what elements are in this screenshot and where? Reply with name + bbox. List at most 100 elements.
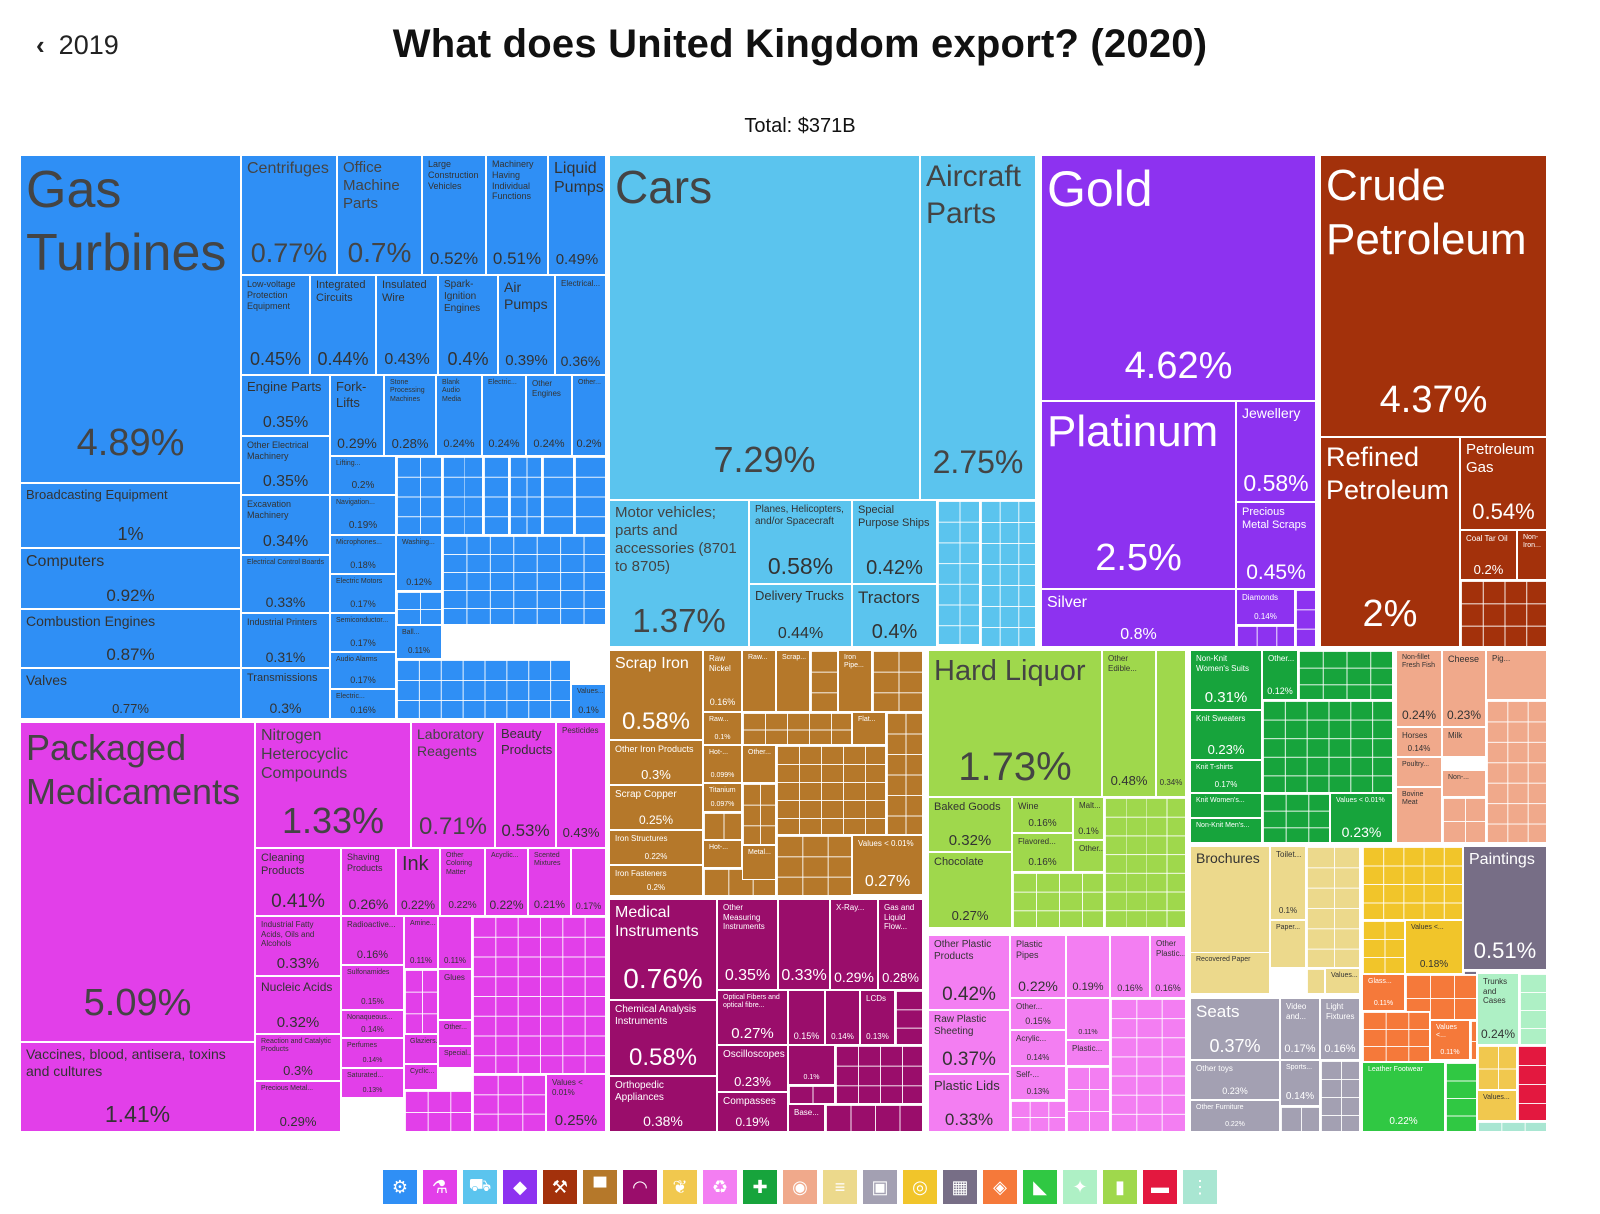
treemap-cell-other-iron-products[interactable]: Other Iron Products 0.3% <box>609 740 703 785</box>
treemap-minor-cells[interactable] <box>442 535 606 625</box>
treemap-minor-cells[interactable] <box>1320 1060 1360 1132</box>
treemap-cell-lcds[interactable]: LCDs 0.13% <box>860 990 895 1045</box>
treemap-minor-cells[interactable] <box>937 500 980 645</box>
treemap-minor-cells[interactable] <box>1445 1062 1477 1132</box>
box-icon[interactable]: ▣ <box>863 1170 897 1204</box>
treemap-minor-cells[interactable] <box>776 835 852 896</box>
treemap-cell-centrifuges[interactable]: Centrifuges 0.77% <box>241 155 337 275</box>
treemap-cell-hot[interactable]: Hot-... 0.099% <box>703 745 742 783</box>
treemap-minor-cells[interactable] <box>1362 1011 1430 1062</box>
treemap-minor-cells[interactable] <box>703 812 742 840</box>
treemap-cell-scrap-copper[interactable]: Scrap Copper 0.25% <box>609 785 703 830</box>
treemap-cell-non-knit-women-s-suits[interactable]: Non-Knit Women's Suits 0.31% <box>1190 650 1262 710</box>
treemap-cell-ink[interactable]: Ink 0.22% <box>396 848 440 916</box>
treemap-cell-industrial-fatty-acids-oils-and-alcohols[interactable]: Industrial Fatty Acids, Oils and Alcohol… <box>255 916 341 976</box>
treemap-cell-beauty-products[interactable]: Beauty Products 0.53% <box>495 722 556 848</box>
treemap-cell-industrial-printers[interactable]: Industrial Printers 0.31% <box>241 613 330 668</box>
treemap-cell-vaccines-blood-antisera-toxins-and-cultures[interactable]: Vaccines, blood, antisera, toxins and cu… <box>20 1042 255 1132</box>
treemap-minor-cells[interactable] <box>1517 1045 1547 1121</box>
stone-icon[interactable]: ◈ <box>983 1170 1017 1204</box>
treemap-minor-cells[interactable] <box>1477 1121 1547 1132</box>
treemap-minor-cells[interactable] <box>742 712 852 745</box>
treemap-minor-cells[interactable] <box>1262 700 1393 793</box>
treemap-minor-cells[interactable] <box>886 712 923 835</box>
treemap-cell-sulfonamides[interactable]: Sulfonamides 0.15% <box>341 965 404 1010</box>
treemap-cell-stone-processing-machines[interactable]: Stone Processing Machines 0.28% <box>384 375 436 456</box>
treemap-cell-motor-vehicles-parts-and-accessories-8701-to-8705[interactable]: Motor vehicles; parts and accessories (8… <box>609 500 749 647</box>
treemap-cell-sports[interactable]: Sports... 0.14% <box>1280 1060 1320 1106</box>
treemap-minor-cells[interactable] <box>1306 968 1325 994</box>
treemap-cell-other[interactable]: Other... <box>438 1020 472 1046</box>
treemap-minor-cells[interactable] <box>542 456 574 535</box>
treemap-cell-insulated-wire[interactable]: Insulated Wire 0.43% <box>376 275 438 375</box>
treemap-cell-electric-motors[interactable]: Electric Motors 0.17% <box>330 574 396 613</box>
treemap-cell-x-ray[interactable]: X-Ray... 0.29% <box>830 899 878 990</box>
treemap-minor-cells[interactable] <box>472 1074 546 1132</box>
treemap-cell-diamonds[interactable]: Diamonds 0.14% <box>1236 589 1295 625</box>
treemap-cell-reaction-and-catalytic-products[interactable]: Reaction and Catalytic Products 0.3% <box>255 1034 341 1081</box>
treemap-cell-scrap-iron[interactable]: Scrap Iron 0.58% <box>609 650 703 740</box>
treemap-cell-transmissions[interactable]: Transmissions 0.3% <box>241 668 330 719</box>
treemap-cell-gold[interactable]: Gold 4.62% <box>1041 155 1316 401</box>
treemap-cell-combustion-engines[interactable]: Combustion Engines 0.87% <box>20 609 241 668</box>
treemap-cell-raw-plastic-sheeting[interactable]: Raw Plastic Sheeting 0.37% <box>928 1010 1010 1074</box>
treemap-cell-raw[interactable]: Raw... <box>742 650 776 712</box>
cow-icon[interactable]: ◉ <box>783 1170 817 1204</box>
hide-icon[interactable]: ✦ <box>1063 1170 1097 1204</box>
treemap-cell-values[interactable]: Values... <box>1325 968 1360 994</box>
treemap-cell-recovered-paper[interactable]: Recovered Paper <box>1190 952 1270 994</box>
treemap-cell-low-voltage-protection-equipment[interactable]: Low-voltage Protection Equipment 0.45% <box>241 275 310 375</box>
treemap-minor-cells[interactable] <box>1066 1066 1110 1132</box>
treemap-cell-values-0-01[interactable]: Values < 0.01% 0.25% <box>546 1074 606 1132</box>
target-icon[interactable]: ◎ <box>903 1170 937 1204</box>
treemap-cell-item-120[interactable]: 0.34% <box>1156 650 1186 797</box>
treemap-minor-cells[interactable] <box>776 745 886 835</box>
recycle-icon[interactable]: ♻ <box>703 1170 737 1204</box>
treemap-cell-petroleum-gas[interactable]: Petroleum Gas 0.54% <box>1460 437 1547 530</box>
treemap-cell-item-111[interactable]: 0.14% <box>825 990 860 1045</box>
treemap-minor-cells[interactable] <box>1236 625 1295 647</box>
treemap-cell-hard-liquor[interactable]: Hard Liquor 1.73% <box>928 650 1102 797</box>
treemap-cell-cyclic[interactable]: Cyclic... <box>404 1064 438 1090</box>
treemap-minor-cells[interactable] <box>1477 1045 1517 1090</box>
diamond-icon[interactable]: ◆ <box>503 1170 537 1204</box>
treemap-cell-ball[interactable]: Ball... 0.11% <box>396 625 442 659</box>
treemap-minor-cells[interactable] <box>1362 846 1463 920</box>
treemap-cell-other-electrical-machinery[interactable]: Other Electrical Machinery 0.35% <box>241 436 330 495</box>
treemap-minor-cells[interactable] <box>1110 998 1186 1132</box>
treemap-cell-values[interactable]: Values... 0.1% <box>571 684 606 719</box>
treemap-minor-cells[interactable] <box>1012 872 1104 928</box>
wheat-icon[interactable]: ❦ <box>663 1170 697 1204</box>
treemap-cell-knit-sweaters[interactable]: Knit Sweaters 0.23% <box>1190 710 1262 760</box>
treemap-cell-coal-tar-oil[interactable]: Coal Tar Oil 0.2% <box>1460 530 1517 580</box>
easel-icon[interactable]: ▦ <box>943 1170 977 1204</box>
treemap-cell-orthopedic-appliances[interactable]: Orthopedic Appliances 0.38% <box>609 1076 717 1132</box>
treemap-cell-values-0-01[interactable]: Values < 0.01% 0.27% <box>852 835 923 895</box>
treemap-minor-cells[interactable] <box>509 456 542 535</box>
treemap-minor-cells[interactable] <box>404 1090 472 1132</box>
treemap-minor-cells[interactable] <box>825 1104 923 1132</box>
treemap-cell-cars[interactable]: Cars 7.29% <box>609 155 920 500</box>
treemap-cell-flavored[interactable]: Flavored... 0.16% <box>1012 833 1073 872</box>
treemap-cell-base[interactable]: Base... <box>788 1104 825 1132</box>
pickaxe-icon[interactable]: ⚒ <box>543 1170 577 1204</box>
treemap-cell-pesticides[interactable]: Pesticides 0.43% <box>556 722 606 848</box>
treemap-minor-cells[interactable] <box>1010 1100 1066 1132</box>
treemap-cell-electrical[interactable]: Electrical... 0.36% <box>555 275 606 375</box>
treemap-cell-glaziers[interactable]: Glaziers... <box>404 1034 438 1064</box>
treemap-cell-acyclic[interactable]: Acyclic... 0.22% <box>485 848 528 916</box>
treemap-cell-scrap[interactable]: Scrap... <box>776 650 810 712</box>
treemap-cell-leather-footwear[interactable]: Leather Footwear 0.22% <box>1362 1062 1445 1132</box>
treemap-cell-milk[interactable]: Milk <box>1442 727 1486 757</box>
treemap-cell-cheese[interactable]: Cheese 0.23% <box>1442 650 1486 727</box>
treemap-cell-engine-parts[interactable]: Engine Parts 0.35% <box>241 375 330 436</box>
treemap-cell-navigation[interactable]: Navigation... 0.19% <box>330 495 396 535</box>
gauge-icon[interactable]: ◠ <box>623 1170 657 1204</box>
treemap-cell-other-coloring-matter[interactable]: Other Coloring Matter 0.22% <box>440 848 485 916</box>
treemap-cell-acrylic[interactable]: Acrylic... 0.14% <box>1010 1030 1066 1066</box>
treemap-cell-item-130[interactable]: 0.16% <box>1110 935 1150 998</box>
treemap-minor-cells[interactable] <box>1442 797 1486 843</box>
oil-icon[interactable]: ⋮ <box>1183 1170 1217 1204</box>
treemap-cell-item-134[interactable]: 0.11% <box>1066 998 1110 1040</box>
treemap-cell-crude-petroleum[interactable]: Crude Petroleum 4.37% <box>1320 155 1547 437</box>
